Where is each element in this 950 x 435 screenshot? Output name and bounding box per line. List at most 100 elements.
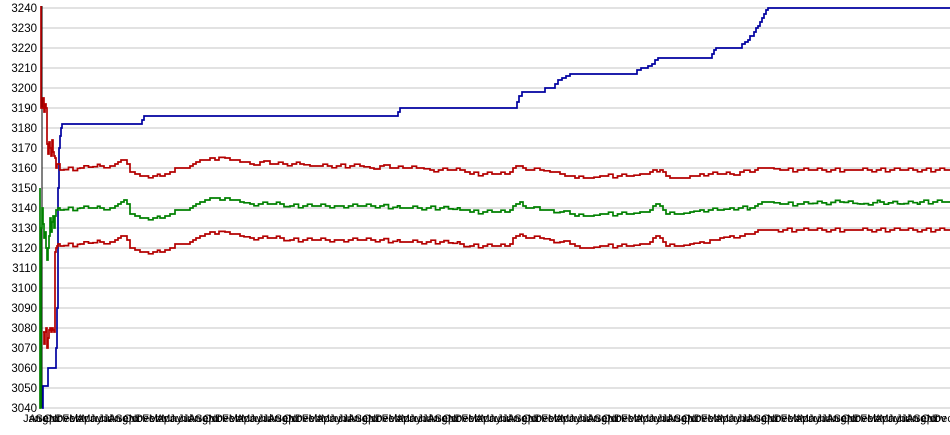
svg-text:Mar: Mar bbox=[628, 413, 647, 425]
svg-text:Jun: Jun bbox=[329, 413, 347, 425]
x-axis-labels: JanAugSepOctNovDecFebMarAprMayJunJulJanA… bbox=[23, 413, 950, 425]
svg-text:Dec: Dec bbox=[614, 413, 634, 425]
svg-text:Oct: Oct bbox=[283, 413, 300, 425]
svg-text:Oct: Oct bbox=[442, 413, 459, 425]
svg-text:Nov: Nov bbox=[129, 413, 149, 425]
svg-text:Jul: Jul bbox=[577, 413, 591, 425]
svg-text:Aug: Aug bbox=[268, 413, 288, 425]
svg-text:Feb: Feb bbox=[222, 413, 241, 425]
svg-text:Aug: Aug bbox=[29, 413, 49, 425]
svg-text:Jul: Jul bbox=[497, 413, 511, 425]
svg-text:3160: 3160 bbox=[11, 163, 37, 175]
svg-text:3170: 3170 bbox=[11, 143, 37, 155]
svg-text:Dec: Dec bbox=[295, 413, 315, 425]
svg-text:Apr: Apr bbox=[77, 413, 94, 425]
y-axis-labels: 3040 3050 3060 3070 3080 3090 3100 3110 3120 3130… bbox=[11, 3, 37, 415]
svg-text:3180: 3180 bbox=[11, 123, 37, 135]
svg-text:Apr: Apr bbox=[875, 413, 892, 425]
svg-text:May: May bbox=[880, 413, 901, 425]
svg-text:Jun: Jun bbox=[728, 413, 746, 425]
svg-text:Sep: Sep bbox=[115, 413, 135, 425]
svg-text:Apr: Apr bbox=[396, 413, 413, 425]
svg-text:May: May bbox=[241, 413, 262, 425]
svg-text:Oct: Oct bbox=[43, 413, 60, 425]
svg-text:Aug: Aug bbox=[827, 413, 847, 425]
svg-text:Feb: Feb bbox=[701, 413, 720, 425]
svg-text:Jul: Jul bbox=[896, 413, 910, 425]
svg-text:Feb: Feb bbox=[860, 413, 879, 425]
svg-text:Apr: Apr bbox=[236, 413, 253, 425]
svg-text:Jul: Jul bbox=[178, 413, 192, 425]
svg-text:3140: 3140 bbox=[11, 203, 37, 215]
red_upper_line bbox=[40, 6, 950, 179]
svg-text:Jan: Jan bbox=[342, 413, 360, 425]
svg-text:3110: 3110 bbox=[12, 263, 37, 275]
svg-text:Sep: Sep bbox=[594, 413, 614, 425]
svg-text:Aug: Aug bbox=[907, 413, 927, 425]
svg-text:Oct: Oct bbox=[363, 413, 380, 425]
svg-text:3070: 3070 bbox=[11, 343, 37, 355]
svg-text:Mar: Mar bbox=[229, 413, 248, 425]
svg-text:Apr: Apr bbox=[476, 413, 493, 425]
svg-text:3090: 3090 bbox=[11, 303, 37, 315]
svg-text:Aug: Aug bbox=[667, 413, 687, 425]
svg-text:Dec: Dec bbox=[375, 413, 395, 425]
svg-text:Jun: Jun bbox=[568, 413, 586, 425]
svg-text:Apr: Apr bbox=[316, 413, 333, 425]
svg-text:May: May bbox=[560, 413, 581, 425]
svg-text:Aug: Aug bbox=[189, 413, 209, 425]
svg-text:Apr: Apr bbox=[795, 413, 812, 425]
svg-text:Dec: Dec bbox=[774, 413, 794, 425]
svg-text:May: May bbox=[481, 413, 502, 425]
svg-text:Jul: Jul bbox=[417, 413, 431, 425]
svg-text:Jun: Jun bbox=[90, 413, 108, 425]
svg-text:Sep: Sep bbox=[514, 413, 534, 425]
svg-text:Apr: Apr bbox=[635, 413, 652, 425]
svg-text:Sep: Sep bbox=[355, 413, 375, 425]
svg-text:May: May bbox=[81, 413, 102, 425]
svg-text:Jan: Jan bbox=[502, 413, 520, 425]
svg-text:Nov: Nov bbox=[607, 413, 627, 425]
svg-text:3220: 3220 bbox=[11, 43, 37, 55]
svg-text:Jan: Jan bbox=[23, 413, 41, 425]
svg-text:May: May bbox=[800, 413, 821, 425]
svg-text:Aug: Aug bbox=[348, 413, 368, 425]
svg-text:Sep: Sep bbox=[195, 413, 215, 425]
svg-text:Jun: Jun bbox=[169, 413, 187, 425]
svg-text:Jun: Jun bbox=[888, 413, 906, 425]
svg-text:Oct: Oct bbox=[602, 413, 619, 425]
svg-text:Mar: Mar bbox=[308, 413, 327, 425]
svg-text:Oct: Oct bbox=[682, 413, 699, 425]
svg-text:3240: 3240 bbox=[11, 3, 37, 15]
svg-text:Nov: Nov bbox=[448, 413, 468, 425]
svg-text:Dec: Dec bbox=[694, 413, 714, 425]
green_mid_line bbox=[39, 188, 950, 409]
gridlines bbox=[42, 7, 950, 409]
svg-text:Jan: Jan bbox=[422, 413, 440, 425]
blue_step_line bbox=[42, 7, 950, 409]
svg-text:Jun: Jun bbox=[249, 413, 267, 425]
svg-text:Sep: Sep bbox=[674, 413, 694, 425]
svg-text:Jul: Jul bbox=[816, 413, 830, 425]
svg-text:Mar: Mar bbox=[548, 413, 567, 425]
svg-text:Jan: Jan bbox=[821, 413, 839, 425]
svg-text:Mar: Mar bbox=[388, 413, 407, 425]
svg-text:Sep: Sep bbox=[754, 413, 774, 425]
svg-text:Dec: Dec bbox=[534, 413, 554, 425]
svg-text:May: May bbox=[321, 413, 342, 425]
svg-text:Feb: Feb bbox=[382, 413, 401, 425]
svg-text:Oct: Oct bbox=[522, 413, 539, 425]
svg-text:Sep: Sep bbox=[435, 413, 455, 425]
svg-text:Dec: Dec bbox=[135, 413, 155, 425]
svg-text:Nov: Nov bbox=[528, 413, 548, 425]
svg-text:Oct: Oct bbox=[841, 413, 858, 425]
svg-text:Feb: Feb bbox=[781, 413, 800, 425]
svg-text:Mar: Mar bbox=[468, 413, 487, 425]
svg-text:Oct: Oct bbox=[762, 413, 779, 425]
svg-text:Aug: Aug bbox=[109, 413, 129, 425]
svg-text:Nov: Nov bbox=[687, 413, 707, 425]
svg-text:3040: 3040 bbox=[11, 403, 37, 415]
svg-text:Jan: Jan bbox=[263, 413, 281, 425]
svg-text:Dec: Dec bbox=[56, 413, 76, 425]
svg-text:Dec: Dec bbox=[933, 413, 950, 425]
